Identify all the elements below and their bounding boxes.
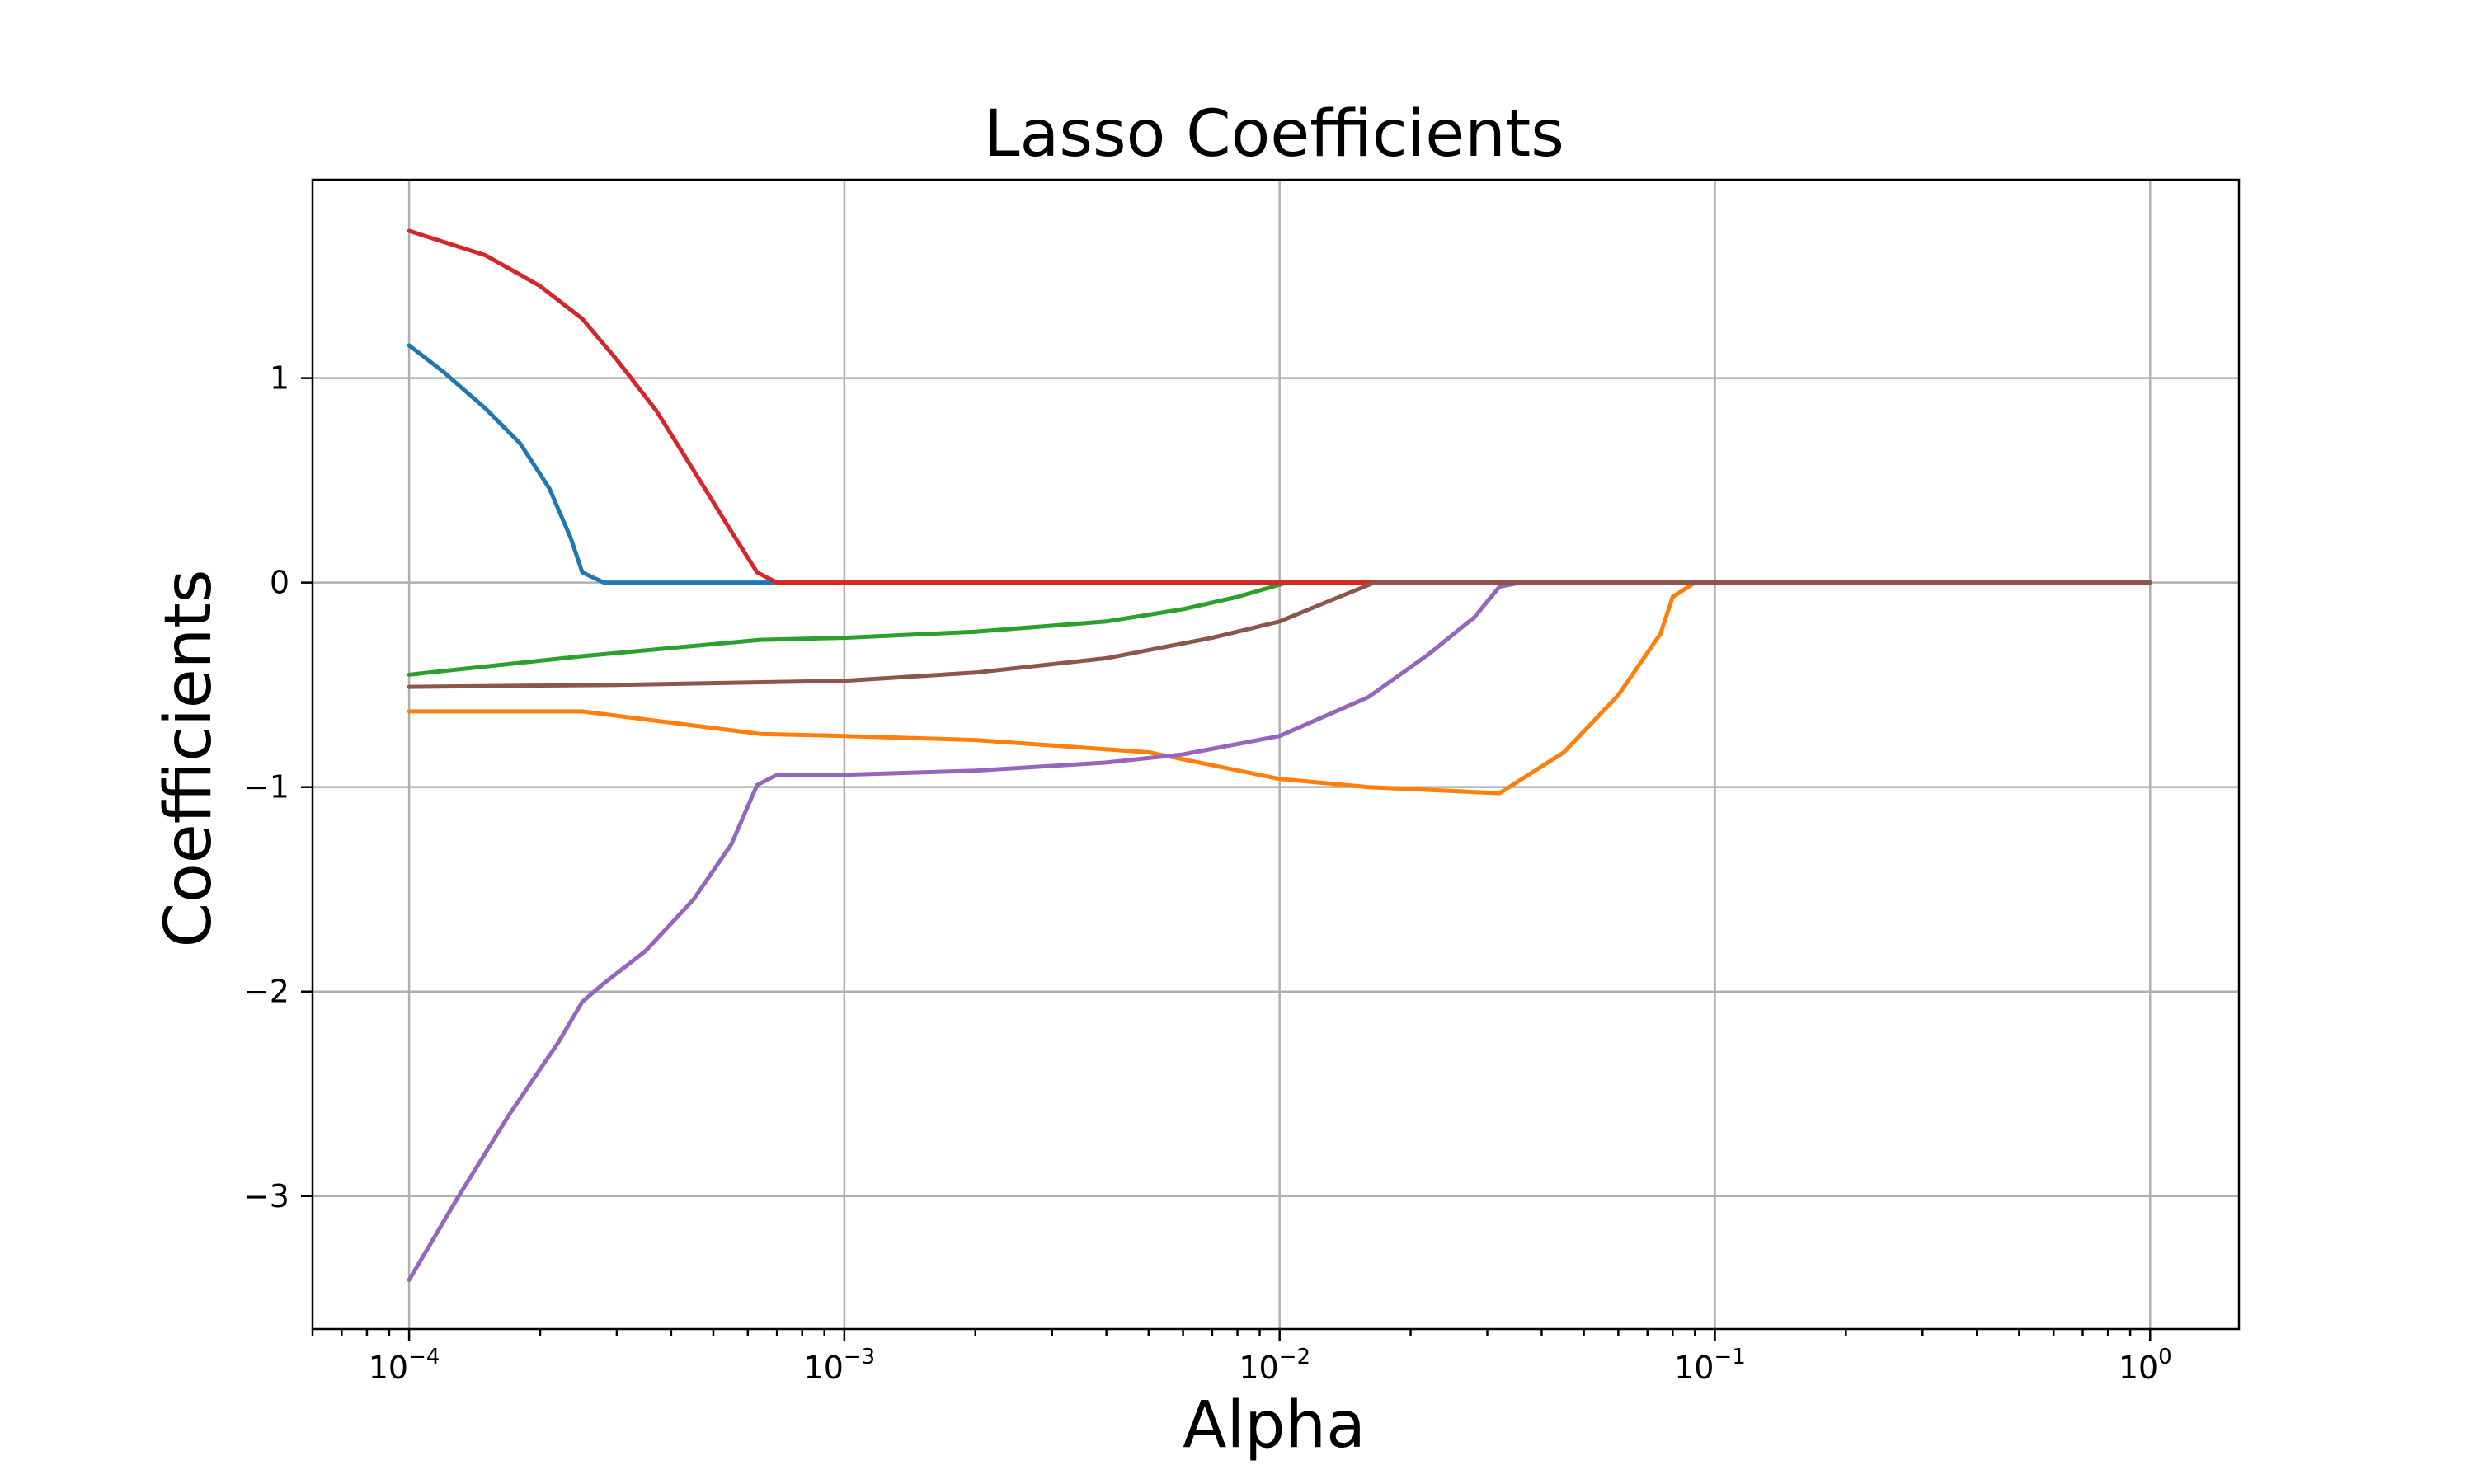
- x-tick-label-base: 10: [369, 1350, 408, 1386]
- x-tick-label-exponent: −4: [408, 1345, 440, 1369]
- y-tick-label: −1: [243, 769, 289, 805]
- series-line-3: [407, 580, 2152, 677]
- x-tick-label-base: 10: [804, 1350, 844, 1386]
- x-tick-label-base: 10: [1674, 1350, 1714, 1386]
- chart-title: Lasso Coefficients: [984, 97, 1564, 171]
- x-tick-label: 10−2: [1239, 1345, 1310, 1386]
- series-layer: [407, 228, 2152, 1282]
- series-line-4: [407, 228, 2152, 585]
- x-tick-label-exponent: −3: [844, 1345, 875, 1369]
- y-axis-label: Coefficients: [152, 570, 226, 948]
- series-line-2: [407, 580, 2152, 796]
- x-tick-label: 10−4: [369, 1345, 440, 1386]
- y-tick-label: −3: [243, 1178, 289, 1214]
- series-line-6: [407, 580, 2152, 689]
- x-tick-label: 10−3: [804, 1345, 876, 1386]
- series-line-1: [407, 343, 2152, 585]
- plot-frame: [311, 178, 2241, 1331]
- x-axis-label: Alpha: [1183, 1388, 1366, 1463]
- x-tick-label-exponent: −1: [1714, 1345, 1745, 1369]
- series-line-5: [407, 580, 2152, 1282]
- x-tick-label-base: 10: [2119, 1350, 2158, 1386]
- y-tick-label: 1: [270, 360, 289, 397]
- x-tick-label-exponent: 0: [2158, 1345, 2172, 1369]
- x-tick-label: 100: [2119, 1345, 2172, 1386]
- grid-layer: [313, 180, 2239, 1329]
- y-tick-label: −2: [243, 974, 289, 1010]
- x-tick-label: 10−1: [1674, 1345, 1746, 1386]
- y-tick-label: 0: [270, 565, 289, 601]
- x-tick-label-base: 10: [1239, 1350, 1278, 1386]
- x-tick-label-exponent: −2: [1279, 1345, 1310, 1369]
